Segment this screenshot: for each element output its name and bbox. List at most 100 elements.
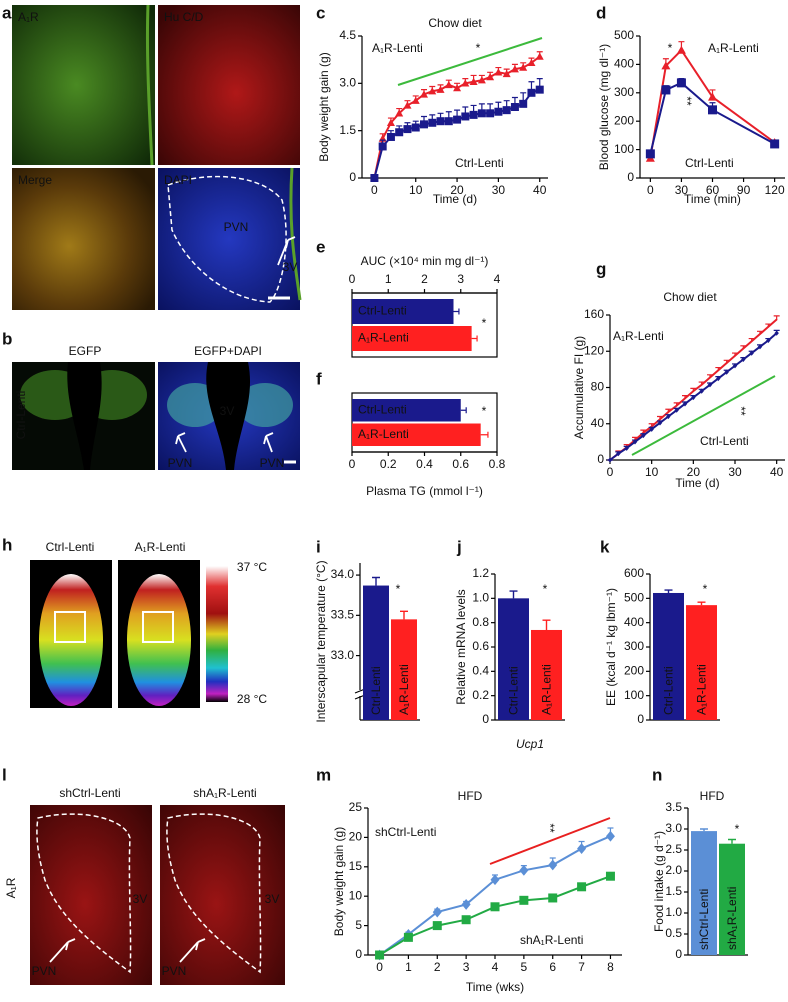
y-tick-label: 25 xyxy=(349,800,363,814)
point xyxy=(759,333,761,335)
x-tick-label: 6 xyxy=(549,960,556,974)
y-tick-label: 0 xyxy=(349,170,356,184)
x-tick-label: 0 xyxy=(647,183,654,197)
y-tick-label: 300 xyxy=(614,85,634,99)
y-tick-label: 33.0 xyxy=(331,648,355,662)
image-label: PVN xyxy=(32,964,57,978)
point xyxy=(774,330,779,336)
trend-line xyxy=(489,817,611,865)
point xyxy=(577,843,587,854)
significance: * xyxy=(476,41,481,55)
y-tick-label: 0 xyxy=(675,947,682,961)
x-tick-label: 0 xyxy=(607,465,614,479)
point xyxy=(742,347,745,350)
point xyxy=(494,107,503,116)
image-label: PVN xyxy=(224,220,249,234)
significance: * xyxy=(735,822,740,836)
error-bar xyxy=(400,610,408,620)
y-tick-label: 15 xyxy=(349,859,363,873)
x-axis-label: Time (d) xyxy=(675,476,719,490)
point xyxy=(645,149,655,159)
chart-title: Chow diet xyxy=(428,16,482,30)
significance: * xyxy=(543,582,548,596)
error-bar xyxy=(728,838,736,844)
point xyxy=(519,864,529,876)
bar xyxy=(531,629,562,720)
y-axis-label: EE (kcal d⁻¹ kg lbm⁻¹) xyxy=(604,588,618,706)
y-tick-label: 0 xyxy=(627,170,634,184)
point xyxy=(770,139,780,149)
panel-label: l xyxy=(2,765,7,784)
y-tick-label: 500 xyxy=(624,591,644,605)
x-tick-label: 0 xyxy=(349,272,356,286)
point xyxy=(375,950,385,960)
error-bar xyxy=(542,619,551,630)
image-label: A₁R-Lenti xyxy=(135,540,186,554)
panel-label: a xyxy=(2,3,12,22)
x-tick-label: 30 xyxy=(675,183,689,197)
y-tick-label: 600 xyxy=(624,566,644,580)
point xyxy=(378,142,387,151)
y-tick-label: 80 xyxy=(591,380,605,394)
point xyxy=(494,68,503,76)
error-bar xyxy=(460,407,467,414)
point xyxy=(519,63,528,71)
point xyxy=(477,109,486,118)
point xyxy=(461,915,471,925)
bar-label: A₁R-Lenti xyxy=(358,427,409,441)
micrograph xyxy=(158,168,300,310)
panel-label: m xyxy=(316,765,331,784)
thermal-body xyxy=(39,574,103,706)
significance: * xyxy=(668,41,673,55)
point xyxy=(716,375,721,382)
image-label: DAPI xyxy=(164,173,192,187)
error-bar xyxy=(453,308,460,315)
chart-title: HFD xyxy=(458,789,483,803)
y-axis-label: Interscapular temperature (°C) xyxy=(314,560,328,722)
point xyxy=(641,432,646,439)
panel-label: n xyxy=(652,765,662,784)
x-tick-label: 30 xyxy=(728,465,742,479)
x-tick-label: 0 xyxy=(349,457,356,471)
y-axis-label: Relative mRNA levels xyxy=(454,589,468,704)
y-tick-label: 34.0 xyxy=(331,567,355,581)
x-tick-label: 120 xyxy=(765,183,785,197)
y-tick-label: 500 xyxy=(614,28,634,42)
arrow xyxy=(263,432,274,453)
point xyxy=(403,932,413,942)
point xyxy=(676,45,686,54)
image-label: PVN xyxy=(168,456,193,470)
point xyxy=(444,117,453,126)
point xyxy=(675,404,678,407)
bar-label: A₁R-Lenti xyxy=(540,664,554,715)
point xyxy=(661,85,671,95)
y-tick-label: 400 xyxy=(624,615,644,629)
x-tick-label: 20 xyxy=(450,183,464,197)
significance: * xyxy=(703,582,708,596)
panel-label: g xyxy=(596,259,606,278)
error-bar xyxy=(372,576,380,586)
point xyxy=(428,118,437,127)
y-tick-label: 33.5 xyxy=(331,608,355,622)
point xyxy=(616,451,621,457)
bar-label: A₁R-Lenti xyxy=(358,331,409,345)
y-tick-label: 0.2 xyxy=(472,688,489,702)
y-tick-label: 40 xyxy=(591,416,605,430)
point xyxy=(370,174,379,182)
point xyxy=(477,76,486,84)
point xyxy=(717,369,720,372)
point xyxy=(490,874,500,886)
error-bar xyxy=(471,335,478,342)
x-tick-label: 0.8 xyxy=(489,457,506,471)
arrow xyxy=(277,236,296,266)
image-label: 3V xyxy=(265,892,280,906)
image-label: shCtrl-Lenti xyxy=(59,786,120,800)
bar xyxy=(719,843,745,955)
point xyxy=(725,362,728,364)
y-tick-label: 10 xyxy=(349,888,363,902)
point xyxy=(750,340,753,343)
y-tick-label: 0.4 xyxy=(472,664,489,678)
image-label: PVN xyxy=(162,964,187,978)
point xyxy=(734,354,736,357)
